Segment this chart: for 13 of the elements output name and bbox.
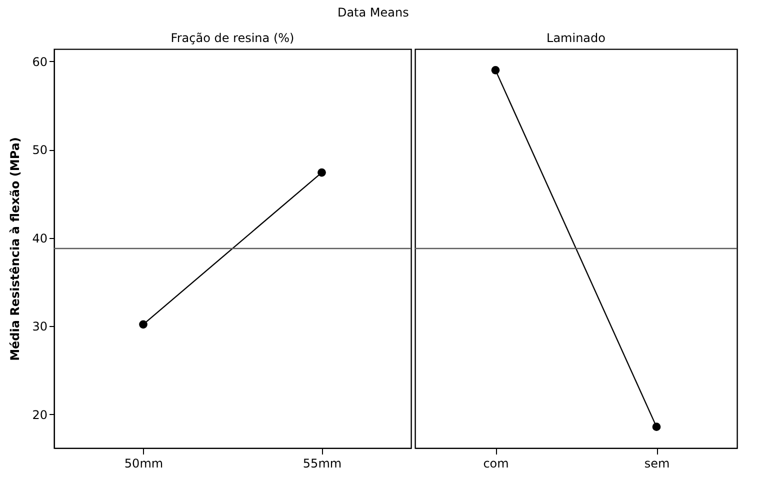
x-tick-label: sem [644, 456, 670, 470]
x-tick-label: com [483, 456, 509, 470]
y-tick-label: 20 [32, 408, 48, 422]
y-tick-label: 60 [32, 54, 48, 69]
x-tick-label: 55mm [302, 456, 342, 470]
text: Data Means [337, 5, 409, 20]
chart-title: Fração de resina (%) [170, 31, 294, 45]
chart-title: Laminado [546, 31, 606, 45]
y-axis-title: Média Resistência à flexão (MPa) [8, 137, 22, 361]
y-tick-label: 40 [32, 231, 48, 246]
y-tick-label: 30 [32, 320, 48, 334]
y-tick-label: 50 [32, 143, 48, 158]
x-tick-label: 50mm [124, 456, 164, 470]
